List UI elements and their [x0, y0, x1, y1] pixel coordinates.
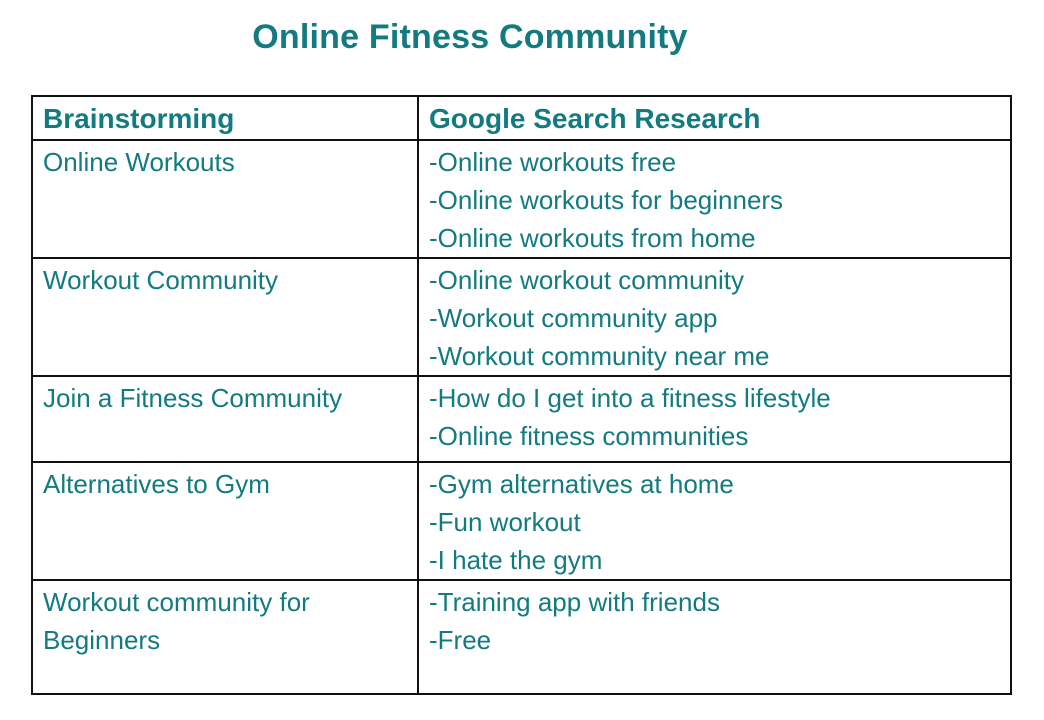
research-item: -Training app with friends — [429, 587, 720, 617]
brainstorm-text: Join a Fitness Community — [43, 383, 343, 413]
research-cell: -Gym alternatives at home -Fun workout -… — [417, 461, 1012, 581]
table-row: Online Workouts -Online workouts free -O… — [31, 139, 1012, 259]
brainstorm-text: Workout Community — [43, 265, 279, 295]
research-cell: -Online workouts free -Online workouts f… — [417, 139, 1012, 259]
brainstorm-cell: Online Workouts — [31, 139, 419, 259]
research-item: -Online workouts for beginners — [429, 185, 784, 215]
research-item: -Fun workout — [429, 507, 581, 537]
brainstorm-text: Workout community for — [43, 587, 310, 617]
research-item: -Free — [429, 625, 492, 655]
research-item: -Workout community app — [429, 303, 718, 333]
research-cell: -How do I get into a fitness lifestyle -… — [417, 375, 1012, 463]
research-item: -Online fitness communities — [429, 421, 749, 451]
table-row: Workout Community -Online workout commun… — [31, 257, 1012, 377]
brainstorm-cell: Join a Fitness Community — [31, 375, 419, 463]
research-item: -Gym alternatives at home — [429, 469, 734, 499]
brainstorm-cell: Workout community for Beginners — [31, 579, 419, 695]
research-item: -Workout community near me — [429, 341, 770, 371]
brainstorm-text: Beginners — [43, 625, 161, 655]
table-row: Alternatives to Gym -Gym alternatives at… — [31, 461, 1012, 581]
research-item: -Online workouts free — [429, 147, 677, 177]
table-row: Join a Fitness Community -How do I get i… — [31, 375, 1012, 463]
research-cell: -Online workout community -Workout commu… — [417, 257, 1012, 377]
brainstorm-cell: Alternatives to Gym — [31, 461, 419, 581]
table-row: Workout community for Beginners -Trainin… — [31, 579, 1012, 695]
research-item: -I hate the gym — [429, 545, 603, 575]
research-item: -Online workout community — [429, 265, 744, 295]
page-title: Online Fitness Community — [252, 18, 688, 56]
research-table: Brainstorming Google Search Research Onl… — [31, 95, 1012, 695]
brainstorm-text: Online Workouts — [43, 147, 235, 177]
brainstorm-text: Alternatives to Gym — [43, 469, 270, 499]
research-item: -Online workouts from home — [429, 223, 756, 253]
research-cell: -Training app with friends -Free — [417, 579, 1012, 695]
brainstorm-cell: Workout Community — [31, 257, 419, 377]
header-google-search-research: Google Search Research — [417, 95, 1012, 141]
research-item: -How do I get into a fitness lifestyle — [429, 383, 831, 413]
header-brainstorming: Brainstorming — [31, 95, 419, 141]
table-header-row: Brainstorming Google Search Research — [31, 95, 1012, 141]
